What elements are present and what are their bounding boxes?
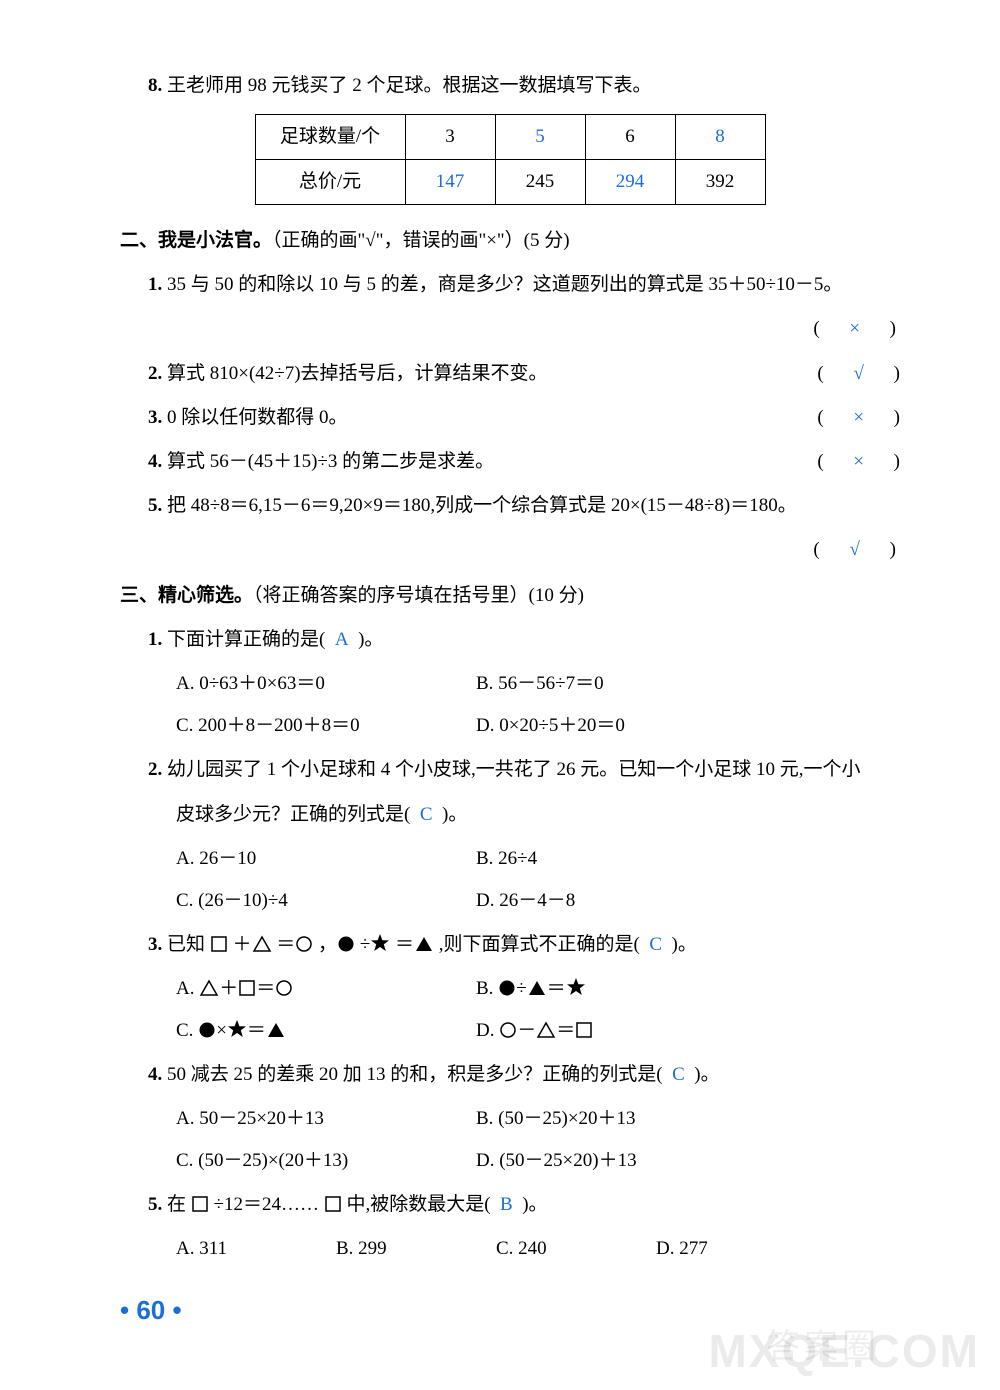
sec2-subtitle: （正确的画"√"，错误的画"×"）(5 分) — [272, 230, 570, 251]
s3q2-l2a: 皮球多少元？正确的列式是( — [176, 804, 410, 825]
s3q3-opts1: A. ＋＝ B. ÷＝ — [120, 971, 900, 1007]
square-outline-icon — [191, 1195, 209, 1213]
q8-table: 足球数量/个 3 5 6 8 总价/元 147 245 294 392 — [255, 114, 766, 205]
tbl-r1c4: 8 — [675, 115, 765, 160]
s3q4-od: D. (50－25×20)＋13 — [476, 1143, 776, 1179]
s3q4-opts1: A. 50－25×20＋13 B. (50－25)×20＋13 — [120, 1101, 900, 1137]
s3q1-num: 1. — [148, 629, 162, 650]
s3q4-b: )。 — [694, 1064, 719, 1085]
tbl-r2c3: 294 — [585, 160, 675, 205]
q8-line: 8. 王老师用 98 元钱买了 2 个足球。根据这一数据填写下表。 — [120, 68, 900, 104]
s3q5-ob: B. 299 — [336, 1231, 496, 1267]
sec2-item: 5. 把 48÷8＝6,15－6＝9,20×9＝180,列成一个综合算式是 20… — [120, 488, 900, 524]
s3q2-line1: 幼儿园买了 1 个小足球和 4 个小皮球,一共花了 26 元。已知一个小足球 1… — [167, 759, 861, 780]
s3q3-oa: A. ＋＝ — [176, 971, 476, 1007]
star-filled-icon — [370, 933, 390, 953]
s3q5-od: D. 277 — [656, 1231, 816, 1267]
s3q5-num: 5. — [148, 1194, 162, 1215]
sec2-item: 1. 35 与 50 的和除以 10 与 5 的差，商是多少？这道题列出的算式是… — [120, 267, 900, 303]
s3q3-c: )。 — [672, 934, 697, 955]
s3q5-a: 在 — [167, 1194, 186, 1215]
s3q4-num: 4. — [148, 1064, 162, 1085]
s3q5-oc: C. 240 — [496, 1231, 656, 1267]
s3q1-oc: C. 200＋8－200＋8＝0 — [176, 708, 476, 744]
q8-table-wrap: 足球数量/个 3 5 6 8 总价/元 147 245 294 392 — [120, 114, 900, 205]
triangle-outline-icon — [252, 935, 272, 953]
s3q4-oc: C. (50－25)×(20＋13) — [176, 1143, 476, 1179]
s3q2-opts2: C. (26－10)÷4 D. 26－4－8 — [120, 883, 900, 919]
s3q1-b: )。 — [358, 629, 383, 650]
q8-num: 8. — [148, 75, 162, 96]
s3q5-oa: A. 311 — [176, 1231, 336, 1267]
tbl-row1-head: 足球数量/个 — [255, 115, 405, 160]
s3q2-opts1: A. 26－10 B. 26÷4 — [120, 841, 900, 877]
tbl-r1c3: 6 — [585, 115, 675, 160]
s3q4-stem: 4. 50 减去 25 的差乘 20 加 13 的和，积是多少？正确的列式是( … — [120, 1057, 900, 1093]
s3q2-l2b: )。 — [442, 804, 467, 825]
s3q2-l1: 2. 幼儿园买了 1 个小足球和 4 个小皮球,一共花了 26 元。已知一个小足… — [120, 752, 900, 788]
s3q3-oc: C. ×＝ — [176, 1013, 476, 1049]
s3q5-c: 中,被除数最大是( — [346, 1194, 490, 1215]
s3q2-num: 2. — [148, 759, 162, 780]
s3q2-oc: C. (26－10)÷4 — [176, 883, 476, 919]
s3q3-num: 3. — [148, 934, 162, 955]
s3q3-ob: B. ÷＝ — [476, 971, 776, 1007]
s3q4-a: 50 减去 25 的差乘 20 加 13 的和，积是多少？正确的列式是( — [167, 1064, 663, 1085]
s3q2-ob: B. 26÷4 — [476, 841, 776, 877]
sec2-answer: (×) — [120, 311, 896, 347]
sec2-item: 4. 算式 56－(45＋15)÷3 的第二步是求差。(×) — [120, 444, 900, 480]
tbl-r2c2: 245 — [495, 160, 585, 205]
sec3-title: 三、精心筛选。 — [120, 585, 253, 606]
s3q1-ans: A — [330, 629, 353, 650]
tbl-row2-head: 总价/元 — [255, 160, 405, 205]
square-outline-icon — [324, 1195, 342, 1213]
s3q3-opts2: C. ×＝ D. －＝ — [120, 1013, 900, 1049]
tbl-r2c4: 392 — [675, 160, 765, 205]
s3q4-opts2: C. (50－25)×(20＋13) D. (50－25×20)＋13 — [120, 1143, 900, 1179]
sec2-title: 二、我是小法官。 — [120, 230, 272, 251]
sec2-answer: (×) — [817, 400, 900, 436]
s3q5-stem: 5. 在 ÷12＝24…… 中,被除数最大是( B )。 — [120, 1187, 900, 1223]
s3q5-d: )。 — [522, 1194, 547, 1215]
circle-filled-icon — [337, 935, 355, 953]
triangle-filled-icon — [414, 935, 434, 953]
s3q4-ans: C — [667, 1064, 689, 1085]
s3q2-oa: A. 26－10 — [176, 841, 476, 877]
s3q1-a: 下面计算正确的是( — [167, 629, 325, 650]
s3q5-b: ÷12＝24…… — [214, 1194, 319, 1215]
s3q1-ob: B. 56－56÷7＝0 — [476, 666, 776, 702]
s3q4-oa: A. 50－25×20＋13 — [176, 1101, 476, 1137]
s3q3-ans: C — [645, 934, 667, 955]
sec3-subtitle: （将正确答案的序号填在括号里）(10 分) — [253, 585, 584, 606]
s3q2-ans: C — [415, 804, 437, 825]
tbl-r1c2: 5 — [495, 115, 585, 160]
s3q1-od: D. 0×20÷5＋20＝0 — [476, 708, 776, 744]
s3q1-opts1: A. 0÷63＋0×63＝0 B. 56－56÷7＝0 — [120, 666, 900, 702]
s3q3-a: 已知 — [167, 934, 205, 955]
sec2-title-line: 二、我是小法官。（正确的画"√"，错误的画"×"）(5 分) — [120, 223, 900, 259]
q8-text: 王老师用 98 元钱买了 2 个足球。根据这一数据填写下表。 — [167, 75, 652, 96]
s3q1-oa: A. 0÷63＋0×63＝0 — [176, 666, 476, 702]
s3q2-od: D. 26－4－8 — [476, 883, 776, 919]
s3q3-od: D. －＝ — [476, 1013, 776, 1049]
sec2-answer: (×) — [817, 444, 900, 480]
sec2-item: 3. 0 除以任何数都得 0。(×) — [120, 400, 900, 436]
s3q5-opts: A. 311 B. 299 C. 240 D. 277 — [120, 1231, 900, 1267]
sec3-title-line: 三、精心筛选。（将正确答案的序号填在括号里）(10 分) — [120, 578, 900, 614]
sec2-item: 2. 算式 810×(42÷7)去掉括号后，计算结果不变。(√) — [120, 356, 900, 392]
s3q3-stem: 3. 已知 ＋ ＝ ， ÷ ＝ ,则下面算式不正确的是( C )。 — [120, 927, 900, 963]
tbl-r1c1: 3 — [405, 115, 495, 160]
square-outline-icon — [210, 935, 228, 953]
sec2-answer: (√) — [120, 532, 896, 568]
s3q5-ans: B — [495, 1194, 517, 1215]
s3q3-b: ,则下面算式不正确的是( — [439, 934, 640, 955]
s3q1-stem: 1. 下面计算正确的是( A )。 — [120, 622, 900, 658]
s3q1-opts2: C. 200＋8－200＋8＝0 D. 0×20÷5＋20＝0 — [120, 708, 900, 744]
tbl-r2c1: 147 — [405, 160, 495, 205]
sec2-answer: (√) — [817, 356, 900, 392]
watermark-en: MXQE.COM — [708, 1324, 980, 1378]
s3q2-l2: 皮球多少元？正确的列式是( C )。 — [120, 797, 900, 833]
circle-outline-icon — [295, 935, 313, 953]
s3q4-ob: B. (50－25)×20＋13 — [476, 1101, 776, 1137]
